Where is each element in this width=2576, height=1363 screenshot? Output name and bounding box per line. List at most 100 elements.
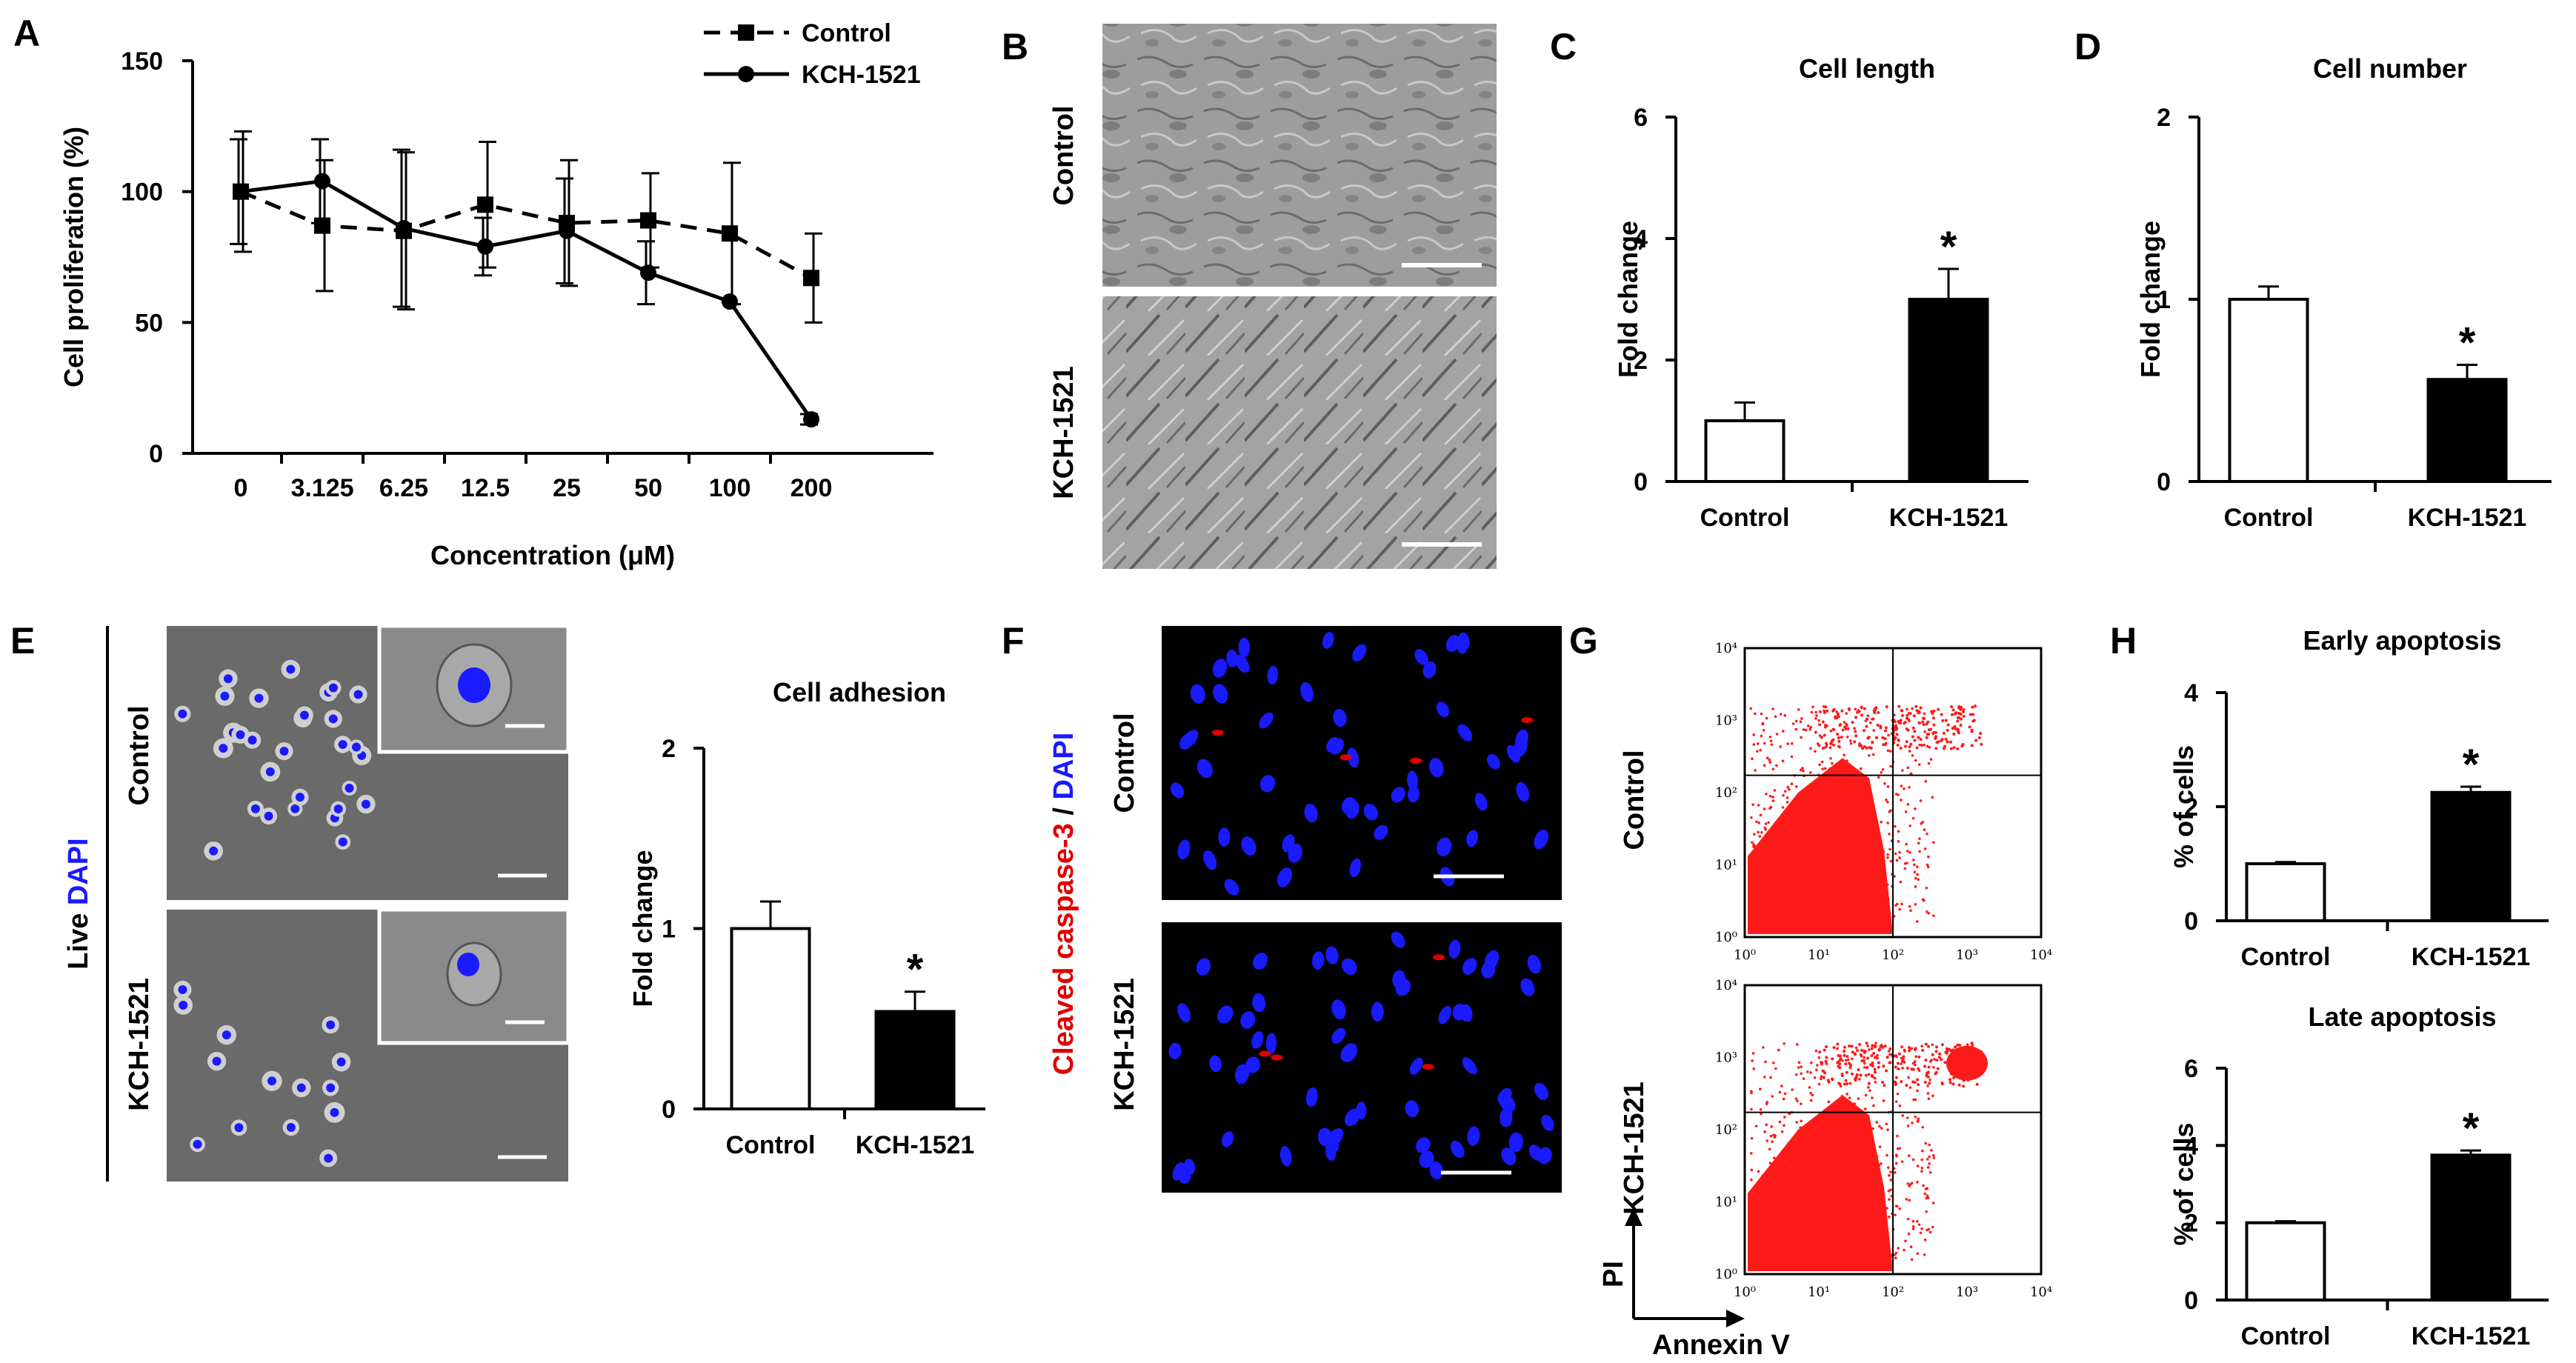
panel-g-event-control	[1863, 707, 1866, 710]
panel-g-event-control	[1923, 899, 1926, 902]
panel-g-event-control	[1881, 736, 1885, 739]
panel-g-event-kch	[1911, 1158, 1915, 1162]
panel-g-event-control	[1817, 883, 1820, 886]
panel-g-event-kch	[1900, 1045, 1904, 1049]
panel-g-event-kch	[1877, 1164, 1881, 1167]
panel-g-event-control	[1931, 796, 1934, 799]
panel-g-pi-label: PI	[1598, 1261, 1629, 1287]
panel-g-event-control	[1918, 722, 1922, 725]
panel-g-event-kch	[1818, 1050, 1822, 1054]
panel-g-event-kch	[1928, 1230, 1932, 1234]
panel-g-event-control	[1923, 730, 1927, 733]
panel-g-event-control	[1876, 723, 1880, 727]
panel-g-event-kch	[1830, 1156, 1833, 1159]
panel-f-caspase-signal	[1259, 1050, 1271, 1057]
panel-g-event-control	[1823, 733, 1826, 737]
panel-g-event-control	[1932, 914, 1935, 917]
panel-g-event-control	[1785, 920, 1788, 923]
panel-g-event-kch	[1800, 1102, 1803, 1105]
panel-e-cell-nucleus	[338, 837, 347, 847]
panel-g-event-kch	[1760, 1252, 1763, 1256]
panel-g-event-kch	[1894, 1213, 1897, 1216]
panel-g-event-control	[1803, 849, 1806, 853]
panel-f-nucleus	[1326, 736, 1339, 753]
panel-g-event-kch	[1838, 1059, 1842, 1062]
panel-g-event-kch	[1917, 1083, 1920, 1087]
panel-g-event-kch	[1862, 1059, 1866, 1062]
panel-g-event-kch	[1808, 1139, 1811, 1142]
panel-g-event-control	[1759, 813, 1763, 817]
panel-e-cell-nucleus	[326, 1020, 336, 1030]
panel-g-event-control	[1834, 832, 1837, 836]
panel-g-event-kch	[1893, 1253, 1896, 1256]
panel-g-event-kch	[1886, 1153, 1888, 1157]
panel-g-event-control	[1919, 737, 1923, 741]
panel-g-event-control	[1872, 827, 1875, 831]
panel-g-event-control	[1791, 722, 1795, 725]
panel-e-title: Cell adhesion	[773, 677, 946, 707]
panel-g-event-control	[1846, 727, 1850, 730]
panel-g-event-control	[1751, 757, 1754, 761]
panel-g-event-control	[1769, 739, 1773, 743]
panel-g-event-kch	[1750, 1091, 1753, 1095]
panel-e-chart: 0 1 2 Cell adhesion Fold change Control KCH-15…	[628, 677, 985, 1159]
panel-g-event-control	[1782, 793, 1785, 797]
panel-g-event-kch	[1752, 1067, 1755, 1070]
panel-a-axes	[191, 61, 933, 455]
panel-g-event-kch	[1933, 1058, 1936, 1061]
panel-g-event-kch	[1795, 1121, 1799, 1124]
panel-g-event-control	[1854, 730, 1857, 733]
panel-g-event-kch	[1874, 1165, 1877, 1168]
panel-e-cell-nucleus	[295, 793, 304, 802]
panel-g-event-control	[1876, 891, 1880, 895]
panel-g-event-kch	[1796, 1099, 1799, 1103]
panel-g-event-kch	[1865, 1042, 1868, 1045]
panel-g-event-control	[1763, 764, 1766, 767]
panel-g-event-kch	[1854, 1217, 1858, 1221]
panel-f-nucleus	[1487, 753, 1500, 770]
panel-g-event-control	[1794, 869, 1797, 873]
panel-g-event-kch	[1820, 1127, 1824, 1130]
panel-g-event-kch	[1800, 1072, 1803, 1076]
panel-g-event-control	[1857, 858, 1860, 861]
panel-g-event-kch	[1758, 1187, 1762, 1190]
panel-g-event-control	[1829, 848, 1833, 852]
panel-b-row-label-kch: KCH-1521	[1048, 366, 1079, 499]
panel-g-event-kch	[1840, 1254, 1844, 1258]
panel-g-event-kch	[1908, 1086, 1912, 1090]
panel-g-event-kch	[1836, 1185, 1839, 1189]
panel-g-event-control	[1919, 799, 1923, 802]
panel-a-x-tick-label: 50	[634, 474, 662, 502]
panel-g-event-control	[1893, 736, 1897, 740]
panel-g-event-control	[1818, 763, 1821, 767]
panel-g-event-kch	[1932, 1153, 1935, 1157]
panel-f-nucleus	[1501, 1147, 1517, 1165]
panel-g-event-kch	[1817, 1223, 1820, 1227]
panel-g-event-control	[1817, 719, 1820, 722]
panel-g-event-control	[1913, 870, 1917, 874]
panel-g-event-kch	[1843, 1053, 1846, 1057]
panel-g-event-kch	[1811, 1213, 1815, 1216]
panel-g-event-kch	[1889, 1170, 1892, 1173]
panel-f-nucleus	[1520, 978, 1535, 996]
panel-g-event-kch	[1803, 1176, 1807, 1180]
panel-g-event-control	[1804, 728, 1808, 732]
panel-g-event-kch	[1814, 1068, 1818, 1072]
panel-g-event-control	[1886, 898, 1890, 902]
panel-g-event-kch	[1894, 1251, 1898, 1255]
panel-g-event-control	[1926, 863, 1929, 867]
panel-g-event-control	[1888, 847, 1891, 851]
panel-g-event-control	[1886, 853, 1889, 856]
panel-e-y-label: Fold change	[628, 850, 658, 1007]
panel-g-event-kch	[1886, 1166, 1890, 1169]
panel-f-nucleus	[1513, 737, 1528, 758]
panel-g-event-kch	[1820, 1075, 1823, 1079]
panel-g-event-kch	[1957, 1083, 1961, 1087]
panel-h-late-chart: 0 2 4 6 Late apoptosis % of cells Control KCH-1…	[2169, 1002, 2549, 1350]
panel-g-event-control	[1908, 786, 1911, 789]
panel-g-population-dense-control	[1748, 758, 1893, 934]
panel-e-cell-nucleus	[326, 1083, 336, 1093]
panel-g-event-control	[1760, 734, 1763, 738]
panel-g-event-control	[1906, 707, 1908, 711]
panel-e-cell-nucleus	[336, 1057, 346, 1067]
